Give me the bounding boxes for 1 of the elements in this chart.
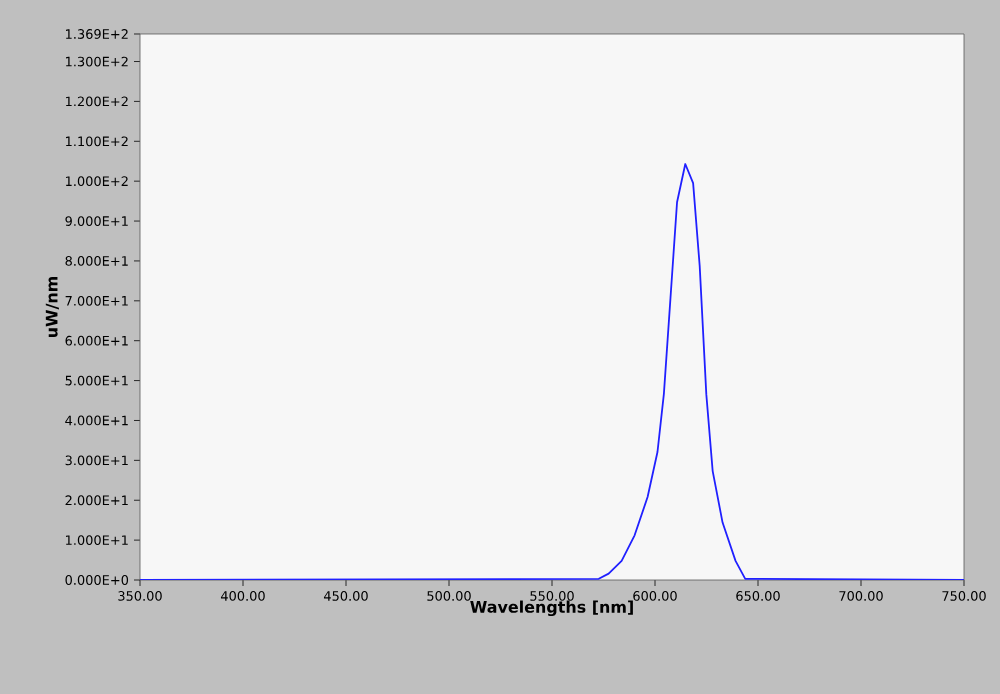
line-series — [140, 163, 965, 580]
